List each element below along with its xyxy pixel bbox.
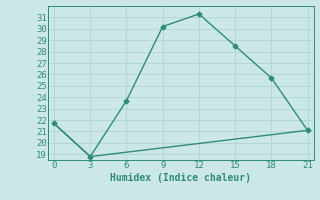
X-axis label: Humidex (Indice chaleur): Humidex (Indice chaleur) [110, 173, 251, 183]
